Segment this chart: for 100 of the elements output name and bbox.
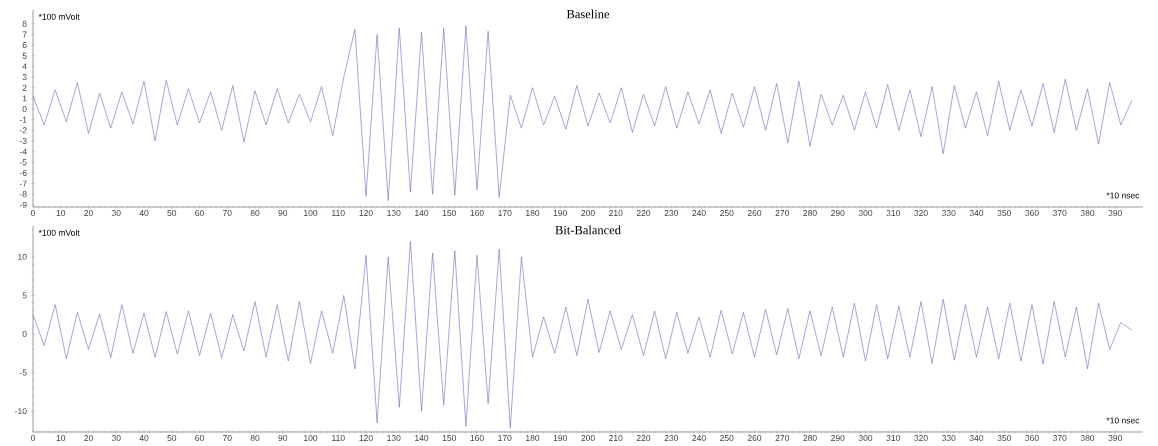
y-tick-label: -1 xyxy=(19,116,27,123)
x-tick-label: 140 xyxy=(415,210,429,217)
y-tick-label: 7 xyxy=(22,31,27,38)
x-tick-label: 150 xyxy=(442,435,457,442)
x-tick-label: 30 xyxy=(111,210,121,217)
x-tick-label: 0 xyxy=(30,435,36,442)
x-tick-label: 330 xyxy=(941,435,956,442)
y-axis-title: *100 mVolt xyxy=(38,13,80,20)
y-tick-label: 5 xyxy=(22,52,27,59)
x-tick-label: 70 xyxy=(222,435,232,442)
x-tick-label: 100 xyxy=(304,210,318,217)
chart-title: Bit-Balanced xyxy=(555,225,621,235)
y-tick-label: -8 xyxy=(19,191,27,198)
y-tick-label: 4 xyxy=(22,63,27,70)
x-tick-label: 360 xyxy=(1025,435,1039,442)
x-tick-label: 340 xyxy=(969,210,984,217)
x-tick-label: 200 xyxy=(581,210,595,217)
x-tick-label: 260 xyxy=(747,210,762,217)
x-tick-label: 140 xyxy=(415,435,429,442)
x-tick-label: 380 xyxy=(1080,435,1095,442)
x-tick-label: 90 xyxy=(278,435,288,442)
x-tick-label: 190 xyxy=(553,435,567,442)
x-tick-label: 40 xyxy=(139,210,149,217)
y-tick-label: -2 xyxy=(19,127,27,134)
y-tick-label: 5 xyxy=(22,292,27,299)
x-tick-label: 290 xyxy=(831,210,845,217)
x-tick-label: 50 xyxy=(167,435,177,442)
x-tick-label: 280 xyxy=(803,435,817,442)
x-tick-label: 310 xyxy=(886,210,900,217)
x-tick-label: 60 xyxy=(195,435,204,442)
chart-title: Baseline xyxy=(566,9,610,19)
x-tick-label: 80 xyxy=(250,210,260,217)
x-tick-label: 320 xyxy=(914,435,928,442)
y-tick-label: -10 xyxy=(15,408,27,415)
x-tick-label: 190 xyxy=(553,210,567,217)
y-tick-label: 8 xyxy=(22,20,27,27)
x-tick-label: 230 xyxy=(664,435,678,442)
x-tick-label: 160 xyxy=(470,210,484,217)
y-tick-label: -3 xyxy=(19,137,27,144)
x-tick-label: 30 xyxy=(111,435,121,442)
x-tick-label: 180 xyxy=(526,435,540,442)
x-tick-label: 10 xyxy=(56,210,66,217)
x-tick-label: 350 xyxy=(997,210,1011,217)
y-axis-title: *100 mVolt xyxy=(38,229,80,236)
x-tick-label: 390 xyxy=(1108,210,1122,217)
x-tick-label: 120 xyxy=(359,210,373,217)
x-tick-label: 120 xyxy=(359,435,373,442)
x-tick-label: 270 xyxy=(775,435,789,442)
y-tick-label: 10 xyxy=(18,253,27,260)
x-tick-label: 370 xyxy=(1052,210,1067,217)
x-tick-label: 390 xyxy=(1108,435,1122,442)
x-tick-label: 320 xyxy=(914,210,928,217)
x-tick-label: 160 xyxy=(470,435,484,442)
y-tick-label: -5 xyxy=(19,159,27,166)
x-tick-label: 170 xyxy=(498,435,512,442)
y-tick-label: 6 xyxy=(22,42,27,49)
x-tick-label: 300 xyxy=(858,210,873,217)
x-tick-label: 240 xyxy=(692,435,706,442)
y-tick-label: 1 xyxy=(22,95,27,102)
x-tick-label: 130 xyxy=(387,435,401,442)
x-axis-title: *10 nsec xyxy=(1106,417,1140,424)
x-tick-label: 220 xyxy=(636,435,651,442)
x-tick-label: 170 xyxy=(498,210,512,217)
x-axis-title: *10 nsec xyxy=(1106,192,1140,199)
x-tick-label: 210 xyxy=(609,435,623,442)
x-tick-label: 230 xyxy=(664,210,678,217)
y-tick-label: -4 xyxy=(19,148,27,155)
x-tick-label: 250 xyxy=(720,435,734,442)
x-tick-label: 50 xyxy=(167,210,177,217)
x-tick-label: 100 xyxy=(304,435,318,442)
x-tick-label: 110 xyxy=(332,210,345,217)
x-tick-label: 40 xyxy=(139,435,149,442)
x-tick-label: 240 xyxy=(692,210,706,217)
x-tick-label: 150 xyxy=(442,210,457,217)
x-tick-label: 200 xyxy=(581,435,595,442)
x-tick-label: 300 xyxy=(858,435,873,442)
x-tick-label: 310 xyxy=(886,435,900,442)
x-tick-label: 210 xyxy=(609,210,623,217)
x-tick-label: 370 xyxy=(1052,435,1067,442)
x-tick-label: 290 xyxy=(831,435,845,442)
x-tick-label: 380 xyxy=(1080,210,1095,217)
x-tick-label: 360 xyxy=(1025,210,1039,217)
y-tick-label: -7 xyxy=(19,180,27,187)
x-tick-label: 80 xyxy=(250,435,260,442)
x-tick-label: 270 xyxy=(775,210,789,217)
x-tick-label: 180 xyxy=(526,210,540,217)
x-tick-label: 70 xyxy=(222,210,232,217)
x-tick-label: 90 xyxy=(278,210,288,217)
x-tick-label: 330 xyxy=(941,210,956,217)
x-tick-label: 60 xyxy=(195,210,204,217)
x-tick-label: 280 xyxy=(803,210,817,217)
x-tick-label: 0 xyxy=(30,210,36,217)
x-tick-label: 350 xyxy=(997,435,1011,442)
y-tick-label: 0 xyxy=(22,106,27,113)
x-tick-label: 110 xyxy=(332,435,345,442)
y-tick-label: -9 xyxy=(19,201,27,208)
x-tick-label: 250 xyxy=(720,210,734,217)
x-tick-label: 130 xyxy=(387,210,401,217)
y-tick-label: -6 xyxy=(19,169,27,176)
y-tick-label: 0 xyxy=(22,331,27,338)
